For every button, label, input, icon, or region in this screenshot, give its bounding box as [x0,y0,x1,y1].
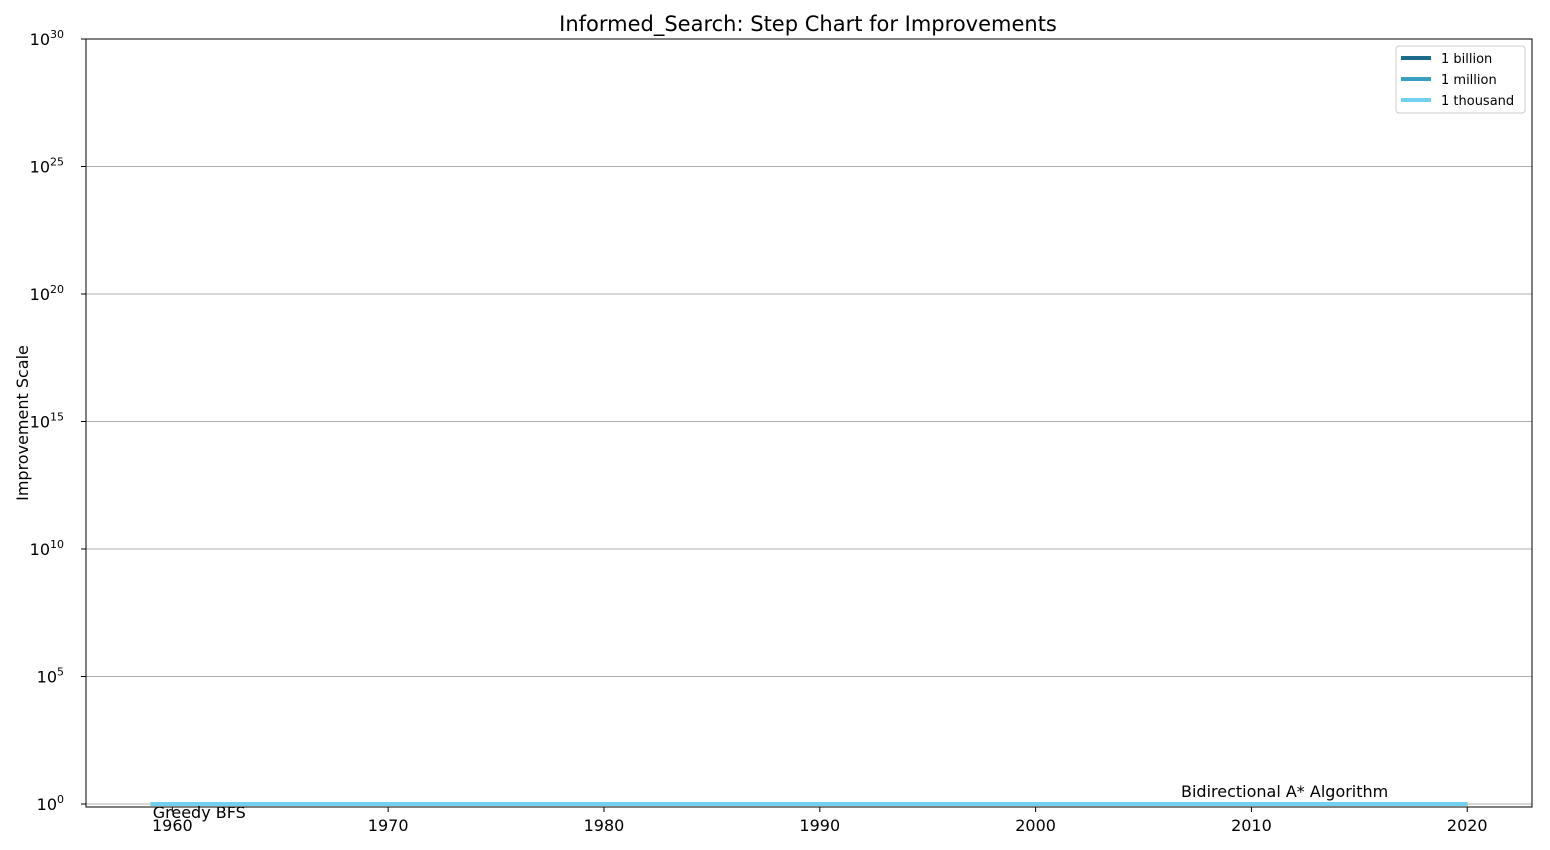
legend-box [1395,45,1526,114]
y-axis-ticks: 100 105 1010 1015 1020 1025 1030 [30,28,86,814]
y-tick-label: 1025 [30,156,64,177]
annotation-label: Greedy BFS [153,803,246,822]
y-tick-label: 1015 [30,411,64,432]
y-axis-label: Improvement Scale [13,345,32,501]
legend-label: 1 billion [1441,52,1492,67]
x-tick-label: 1980 [584,816,625,835]
legend-label: 1 million [1441,73,1497,88]
annotations: Greedy BFS Bidirectional A* Algorithm [153,782,1389,822]
x-tick-label: 1960 [152,816,193,835]
chart-title: Informed_Search: Step Chart for Improvem… [559,12,1057,37]
x-tick-label: 1970 [368,816,409,835]
y-tick-label: 1010 [30,538,64,559]
legend: 1 billion 1 million 1 thousand [1395,45,1526,114]
annotation-label: Bidirectional A* Algorithm [1181,782,1388,801]
y-tick-label: 100 [37,793,64,814]
grid-lines [86,38,1532,805]
legend-label: 1 thousand [1441,94,1514,109]
y-tick-label: 1020 [30,283,64,304]
x-axis-ticks: 1960 1970 1980 1990 2000 2010 2020 [152,807,1488,835]
x-tick-label: 1990 [799,816,840,835]
y-tick-label: 105 [37,666,64,687]
x-tick-label: 2010 [1231,816,1272,835]
plot-area-frame [85,38,1533,808]
y-tick-label: 1030 [30,28,64,49]
x-tick-label: 2020 [1447,816,1488,835]
x-tick-label: 2000 [1015,816,1056,835]
